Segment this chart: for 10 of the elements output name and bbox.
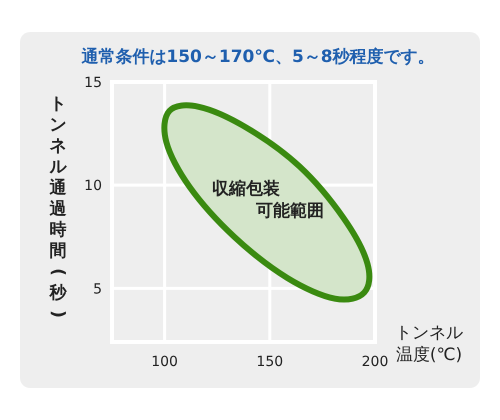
chart-title: 通常条件は150～170℃、5～8秒程度です。: [80, 47, 435, 67]
x-tick-label: 200: [362, 354, 388, 370]
x-tick-label: 150: [256, 354, 284, 370]
x-axis-title: トンネル温度(℃): [395, 323, 463, 365]
x-tick-label: 100: [151, 354, 178, 370]
text: トンネル通過時間(秒): [48, 94, 68, 318]
y-tick-label: 10: [84, 178, 102, 194]
y-tick-label: 5: [93, 281, 102, 298]
annotation: 収縮包装可能範囲: [212, 179, 324, 221]
y-tick-label: 15: [84, 75, 102, 91]
